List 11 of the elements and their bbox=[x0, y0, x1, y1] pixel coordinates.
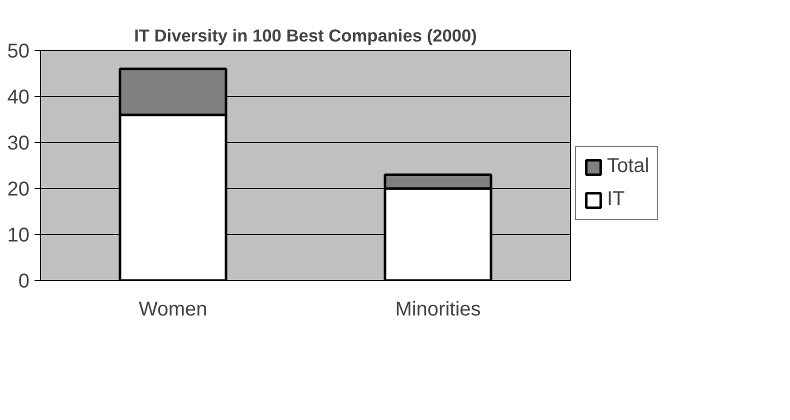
y-tick-label: 40 bbox=[7, 86, 30, 108]
legend-label: Total bbox=[607, 155, 650, 178]
chart-title: IT Diversity in 100 Best Companies (2000) bbox=[134, 26, 477, 46]
y-tick-label: 30 bbox=[7, 132, 30, 154]
y-tick-label: 0 bbox=[18, 270, 30, 292]
y-tick-label: 10 bbox=[7, 224, 30, 246]
x-tick-label: Women bbox=[138, 298, 208, 320]
x-tick-label: Minorities bbox=[395, 298, 481, 320]
y-tick-label: 20 bbox=[7, 178, 30, 200]
y-tick-label: 50 bbox=[7, 40, 30, 62]
legend-label: IT bbox=[607, 188, 626, 211]
